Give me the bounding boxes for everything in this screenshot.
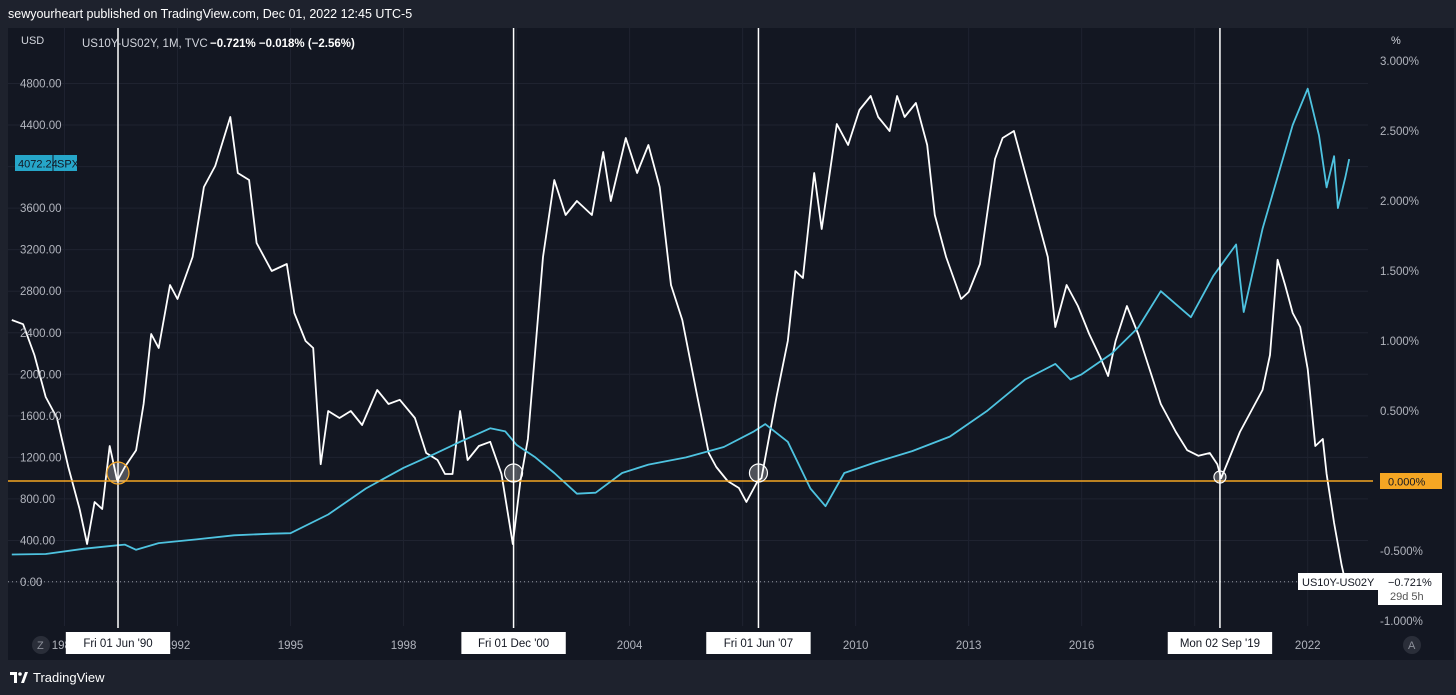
spx-series-line <box>11 87 1351 556</box>
x-axis-tick: 1992 <box>165 640 191 652</box>
x-axis-tick: 2016 <box>1069 640 1095 652</box>
right-axis-tick: -0.500% <box>1380 546 1423 558</box>
x-axis-tick: 1995 <box>278 640 304 652</box>
x-axis-tick: 2022 <box>1295 640 1321 652</box>
right-axis-tick: 1.500% <box>1380 266 1419 278</box>
spread-value-badge: US10Y-US02Y −0.721% 29d 5h <box>1298 573 1442 605</box>
spx-price-badge: 4072.24 SPX <box>15 155 80 171</box>
left-axis-tick: 2000.00 <box>20 369 62 381</box>
x-axis-tick: 2010 <box>843 640 869 652</box>
spx-price-label: 4072.24 <box>18 159 58 171</box>
vertical-marker-label: Fri 01 Dec '00 <box>478 638 549 650</box>
grid-layer <box>8 28 1368 626</box>
zero-line-badge: 0.000% <box>1380 473 1442 489</box>
a-button-label[interactable]: A <box>1408 640 1416 652</box>
left-axis-tick: 4400.00 <box>20 120 62 132</box>
vertical-marker-label-bg <box>65 632 171 654</box>
z-button[interactable]: Z <box>32 636 50 654</box>
left-axis-tick: 4800.00 <box>20 79 62 91</box>
highlight-circle <box>503 463 524 483</box>
left-axis-tick: 2400.00 <box>20 328 62 340</box>
vertical-marker-label-bg <box>1167 632 1273 654</box>
right-unit-label: % <box>1391 35 1401 47</box>
zero-line-label: 0.000% <box>1388 477 1426 489</box>
right-axis-tick: 2.000% <box>1380 196 1419 208</box>
vertical-marker-label: Fri 01 Jun '07 <box>724 638 793 650</box>
right-axis-tick: -1.000% <box>1380 616 1423 628</box>
countdown-label: 29d 5h <box>1390 591 1424 603</box>
x-axis-tick: 1998 <box>391 640 417 652</box>
marker-label-layer: Fri 01 Jun '90 Fri 01 Dec '00 Fri 01 Jun '… <box>65 632 1273 654</box>
vertical-marker-label: Mon 02 Sep '19 <box>1180 638 1260 650</box>
left-axis-tick: 400.00 <box>20 535 55 547</box>
series-layer <box>11 87 1351 582</box>
highlight-circle <box>106 461 130 485</box>
x-axis-tick: 2004 <box>617 640 643 652</box>
published-header: sewyourheart published on TradingView.co… <box>0 0 1456 28</box>
footer-bar: TradingView <box>0 660 1456 695</box>
right-axis-tick: 1.000% <box>1380 336 1419 348</box>
left-axis-tick: 1600.00 <box>20 411 62 423</box>
highlight-circle <box>748 463 769 483</box>
x-axis: 1989199219951998200120042007201020132016… <box>52 640 1321 652</box>
left-axis-tick: 800.00 <box>20 494 55 506</box>
chart-svg[interactable]: 4800.004400.004000.003600.003200.002800.… <box>8 28 1454 660</box>
overlay-layer <box>8 28 1373 628</box>
tradingview-brand: TradingView <box>33 670 105 685</box>
right-axis-tick: 3.000% <box>1380 56 1419 68</box>
symbol-change: −0.721% −0.018% (−2.56%) <box>210 38 355 50</box>
vertical-marker-label: Fri 01 Jun '90 <box>83 638 152 650</box>
vertical-marker-label-bg <box>706 632 811 654</box>
axis-layer: 4800.004400.004000.003600.003200.002800.… <box>20 56 1423 628</box>
chart-frame[interactable]: 4800.004400.004000.003600.003200.002800.… <box>8 28 1454 660</box>
a-button[interactable]: A <box>1403 636 1421 654</box>
spread-series-line <box>11 95 1347 582</box>
vertical-marker-label-bg <box>461 632 566 654</box>
right-axis-tick: 2.500% <box>1380 126 1419 138</box>
x-axis-tick: 2013 <box>956 640 982 652</box>
spread-value-label: −0.721% <box>1388 577 1432 589</box>
left-axis-tick: 2800.00 <box>20 286 62 298</box>
left-axis-tick: 1200.00 <box>20 452 62 464</box>
left-axis-tick: 3600.00 <box>20 203 62 215</box>
tradingview-logo-icon <box>10 671 28 683</box>
tradingview-logo[interactable]: TradingView <box>10 670 105 685</box>
z-button-label[interactable]: Z <box>37 640 44 652</box>
left-axis-tick: 3200.00 <box>20 245 62 257</box>
right-axis-tick: 0.500% <box>1380 406 1419 418</box>
spx-symbol-label: SPX <box>57 159 80 171</box>
left-unit-label: USD <box>21 35 44 47</box>
spread-symbol-label: US10Y-US02Y <box>1302 577 1375 589</box>
published-text: sewyourheart published on TradingView.co… <box>8 7 413 21</box>
highlight-circle <box>1213 470 1227 484</box>
symbol-info[interactable]: US10Y-US02Y, 1M, TVC <box>82 38 208 50</box>
left-axis-tick: 0.00 <box>20 577 42 589</box>
